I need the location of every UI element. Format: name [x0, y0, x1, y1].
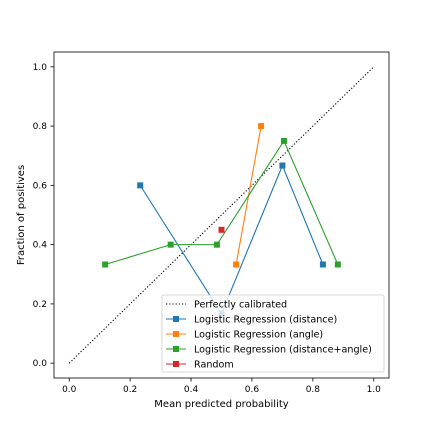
legend-swatch-marker	[173, 361, 179, 367]
y-tick-label: 0.4	[33, 241, 48, 251]
legend-swatch-marker	[173, 316, 179, 322]
legend-item: Logistic Regression (distance)	[166, 315, 337, 326]
legend-label: Perfectly calibrated	[194, 300, 287, 311]
series-line	[139, 164, 324, 315]
series-4	[218, 226, 225, 233]
legend-item: Random	[166, 360, 234, 371]
x-tick-label: 0.8	[306, 385, 321, 395]
data-point	[233, 261, 240, 268]
axes-frame	[53, 51, 390, 379]
x-tick-label: 0.6	[245, 385, 260, 395]
legend-box	[161, 294, 385, 373]
data-point	[102, 261, 109, 268]
data-point	[258, 123, 265, 130]
data-point	[280, 137, 287, 144]
y-tick-label: 0.8	[33, 122, 48, 132]
legend-label: Logistic Regression (distance)	[194, 315, 337, 326]
legend-label: Logistic Regression (angle)	[194, 330, 323, 341]
y-axis-label: Fraction of positives	[16, 165, 27, 265]
x-tick-label: 1.0	[367, 385, 382, 395]
axes: 0.0 0.2 0.4 0.6 0.8 1.0 0.0 0.2 0.4 0.6 0.8 1.0	[33, 51, 390, 395]
legend-item: Logistic Regression (angle)	[166, 330, 323, 341]
series-3	[102, 137, 341, 268]
y-tick-label: 0.6	[33, 181, 48, 191]
series-1	[137, 162, 326, 317]
y-tick-label: 1.0	[33, 63, 48, 73]
data-point	[319, 261, 326, 268]
data-point	[334, 261, 341, 268]
data-point	[167, 241, 174, 248]
legend-label: Random	[194, 360, 234, 371]
legend: Perfectly calibrated Logistic Regression …	[161, 294, 385, 373]
x-axis-label: Mean predicted probability	[154, 399, 288, 410]
plot-area	[68, 66, 375, 364]
x-tick-label: 0.4	[184, 385, 199, 395]
data-point	[218, 226, 225, 233]
data-point	[213, 241, 220, 248]
x-tick-label: 0.2	[123, 385, 137, 395]
series-0	[68, 66, 375, 364]
series-line	[68, 66, 375, 364]
series-line	[105, 139, 339, 266]
legend-item: Perfectly calibrated	[166, 300, 287, 311]
data-point	[279, 162, 286, 169]
y-tick-label: 0.0	[33, 359, 48, 369]
legend-item: Logistic Regression (distance+angle)	[166, 345, 372, 356]
legend-label: Logistic Regression (distance+angle)	[194, 345, 372, 356]
legend-swatch-marker	[173, 331, 179, 337]
y-tick-label: 0.2	[33, 300, 47, 310]
x-tick-label: 0.0	[62, 385, 77, 395]
data-point	[137, 182, 144, 189]
legend-swatch-marker	[173, 346, 179, 352]
